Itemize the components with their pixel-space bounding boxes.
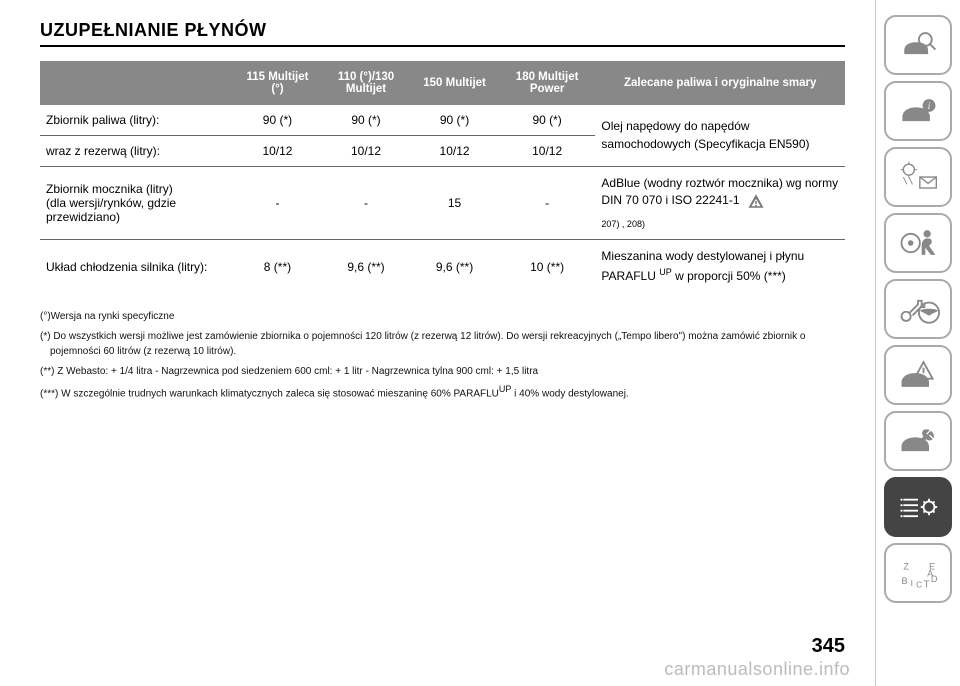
cell: - <box>233 167 322 240</box>
footnote: (**) Z Webasto: + 1/4 litra - Nagrzewnic… <box>40 364 845 380</box>
table-row: Układ chłodzenia silnika (litry): 8 (**)… <box>40 240 845 293</box>
sidebar-nav: i ZEBDICTA <box>875 0 960 686</box>
col-180: 180 Multijet Power <box>499 61 596 105</box>
svg-text:T: T <box>924 580 930 591</box>
page-number: 345 <box>812 635 845 658</box>
cell: - <box>322 167 411 240</box>
cell: 8 (**) <box>233 240 322 293</box>
table-header-row: 115 Multijet (°) 110 (°)/130 Multijet 15… <box>40 61 845 105</box>
row-adblue-label: Zbiornik mocznika (litry) (dla wersji/ry… <box>40 167 233 240</box>
sidebar-item-key-wheel[interactable] <box>884 279 952 339</box>
cell: 10/12 <box>499 136 596 167</box>
cell: 10/12 <box>410 136 499 167</box>
sidebar-item-list-gear[interactable] <box>884 477 952 537</box>
cell: 15 <box>410 167 499 240</box>
row-coolant-note: Mieszanina wody destylowanej i płynu PAR… <box>595 240 845 293</box>
fluids-table: 115 Multijet (°) 110 (°)/130 Multijet 15… <box>40 61 845 293</box>
adblue-refs: 207) , 208) <box>601 218 839 231</box>
sidebar-item-car-warning[interactable] <box>884 345 952 405</box>
svg-text:Z: Z <box>903 561 909 571</box>
col-110-130: 110 (°)/130 Multijet <box>322 61 411 105</box>
col-blank <box>40 61 233 105</box>
footnote-3-text: (***) W szczególnie trudnych warunkach k… <box>40 389 499 400</box>
coolant-note-2: w proporcji 50% (***) <box>672 269 786 283</box>
warning-triangle-icon <box>747 192 765 210</box>
watermark: carmanualsonline.info <box>664 659 850 680</box>
cell: 10/12 <box>322 136 411 167</box>
row-coolant-label: Układ chłodzenia silnika (litry): <box>40 240 233 293</box>
cell: 90 (*) <box>322 105 411 136</box>
svg-text:I: I <box>911 579 913 588</box>
row-fuel-note: Olej napędowy do napędów samochodowych (… <box>595 105 845 167</box>
col-115: 115 Multijet (°) <box>233 61 322 105</box>
footnote: (°)Wersja na rynki specyficzne <box>40 309 845 325</box>
cell: 10 (**) <box>499 240 596 293</box>
svg-text:A: A <box>927 569 934 579</box>
sidebar-item-airbag[interactable] <box>884 213 952 273</box>
cell: 90 (*) <box>233 105 322 136</box>
adblue-note-text: AdBlue (wodny roztwór mocznika) wg normy… <box>601 176 838 208</box>
footnote: (*) Do wszystkich wersji możliwe jest za… <box>40 329 845 360</box>
coolant-sup: UP <box>659 267 672 277</box>
row-adblue-note: AdBlue (wodny roztwór mocznika) wg normy… <box>595 167 845 240</box>
sidebar-item-weather-mail[interactable] <box>884 147 952 207</box>
footnote-3-tail: i 40% wody destylowanej. <box>511 389 628 400</box>
cell: 90 (*) <box>499 105 596 136</box>
cell: 10/12 <box>233 136 322 167</box>
footnote-3-sup: UP <box>499 384 512 394</box>
page-title: UZUPEŁNIANIE PŁYNÓW <box>40 20 845 47</box>
cell: 9,6 (**) <box>322 240 411 293</box>
sidebar-item-letters[interactable]: ZEBDICTA <box>884 543 952 603</box>
table-row: Zbiornik mocznika (litry) (dla wersji/ry… <box>40 167 845 240</box>
col-150: 150 Multijet <box>410 61 499 105</box>
svg-text:B: B <box>902 576 908 586</box>
cell: 90 (*) <box>410 105 499 136</box>
sidebar-item-car-search[interactable] <box>884 15 952 75</box>
col-recommended: Zalecane paliwa i oryginalne smary <box>595 61 845 105</box>
row-fuel-tank-label: Zbiornik paliwa (litry): <box>40 105 233 136</box>
cell: - <box>499 167 596 240</box>
footnote: (***) W szczególnie trudnych warunkach k… <box>40 383 845 402</box>
sidebar-item-car-wrench[interactable] <box>884 411 952 471</box>
footnotes: (°)Wersja na rynki specyficzne (*) Do ws… <box>40 309 845 402</box>
sidebar-item-car-info[interactable]: i <box>884 81 952 141</box>
svg-text:C: C <box>916 581 922 590</box>
row-reserve-label: wraz z rezerwą (litry): <box>40 136 233 167</box>
cell: 9,6 (**) <box>410 240 499 293</box>
table-row: Zbiornik paliwa (litry): 90 (*) 90 (*) 9… <box>40 105 845 136</box>
